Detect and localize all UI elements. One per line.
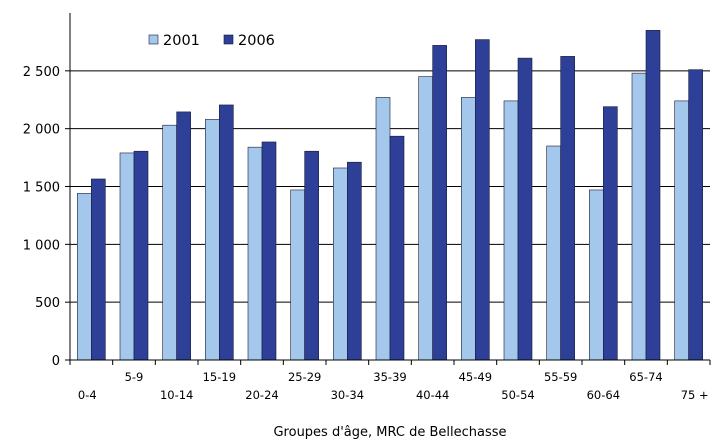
legend: 2001 2006 <box>148 33 275 49</box>
x-tick-label: 65-74 <box>629 370 662 384</box>
bar-2006-30-34 <box>347 161 362 361</box>
x-tick-labels: 0-4 5-9 10-14 15-19 20-24 25-29 30-34 35-39 40-4… <box>78 370 709 402</box>
bar-2006-25-29 <box>304 150 319 361</box>
bar-2001-35-39 <box>375 97 391 361</box>
bar-2001-20-24 <box>247 146 263 361</box>
x-tick-label: 10-14 <box>160 388 193 402</box>
y-tick-labels: 0 500 1 000 1 500 2 000 2 500 <box>23 65 60 369</box>
x-tick-label: 15-19 <box>203 370 236 384</box>
x-tick-label: 45-49 <box>459 370 492 384</box>
bar-2001-25-29 <box>290 189 305 361</box>
bar-2001-15-19 <box>205 119 220 361</box>
bar-2001-30-34 <box>333 167 348 361</box>
bar-2001-45-49 <box>461 97 476 361</box>
bar-2006-55-59 <box>560 56 575 361</box>
bar-2006-10-14 <box>176 111 191 361</box>
axes <box>65 13 711 365</box>
bar-2001-50-54 <box>503 100 519 361</box>
y-tick-label: 2 500 <box>23 65 60 80</box>
x-tick-label: 0-4 <box>78 388 97 402</box>
x-tick-label: 25-29 <box>288 370 321 384</box>
bar-2006-35-39 <box>389 135 405 361</box>
y-tick-label: 0 <box>52 354 60 369</box>
x-axis-title: Groupes d'âge, MRC de Bellechasse <box>273 425 506 440</box>
bar-2006-50-54 <box>517 57 533 361</box>
legend-swatch-2001 <box>148 34 159 45</box>
x-tick-label: 55-59 <box>544 370 577 384</box>
bar-2006-60-64 <box>603 106 618 361</box>
y-tick-label: 2 000 <box>23 123 60 138</box>
bar-2001-75+ <box>674 100 689 361</box>
bar-2006-20-24 <box>261 141 277 361</box>
bar-2001-10-14 <box>162 124 177 361</box>
bar-2001-5-9 <box>119 152 135 361</box>
bar-2001-55-59 <box>546 145 561 361</box>
x-tick-label: 50-54 <box>501 388 534 402</box>
y-tick-label: 1 000 <box>23 238 60 253</box>
bar-2001-60-64 <box>589 189 604 361</box>
bar-2001-40-44 <box>418 76 433 361</box>
x-tick-label: 75 + <box>681 388 709 402</box>
bar-2006-0-4 <box>91 178 106 361</box>
x-tick-label: 30-34 <box>331 388 364 402</box>
x-tick-label: 60-64 <box>587 388 620 402</box>
x-tick-label: 20-24 <box>245 388 278 402</box>
legend-label-2006: 2006 <box>238 33 275 49</box>
bar-2001-0-4 <box>77 193 92 361</box>
bar-2006-5-9 <box>133 150 149 361</box>
bars-group <box>77 30 703 361</box>
bar-2001-65-74 <box>631 72 647 361</box>
bar-2006-75+ <box>688 69 703 361</box>
y-tick-label: 500 <box>35 296 60 311</box>
y-tick-label: 1 500 <box>23 181 60 196</box>
bar-2006-15-19 <box>219 104 234 361</box>
bar-2006-45-49 <box>475 39 490 361</box>
bar-2006-65-74 <box>645 30 661 361</box>
x-tick-label: 40-44 <box>416 388 449 402</box>
x-tick-label: 35-39 <box>373 370 406 384</box>
legend-label-2001: 2001 <box>163 33 200 49</box>
x-tick-label: 5-9 <box>125 370 144 384</box>
legend-swatch-2006 <box>223 34 234 45</box>
bar-2006-40-44 <box>432 45 447 361</box>
